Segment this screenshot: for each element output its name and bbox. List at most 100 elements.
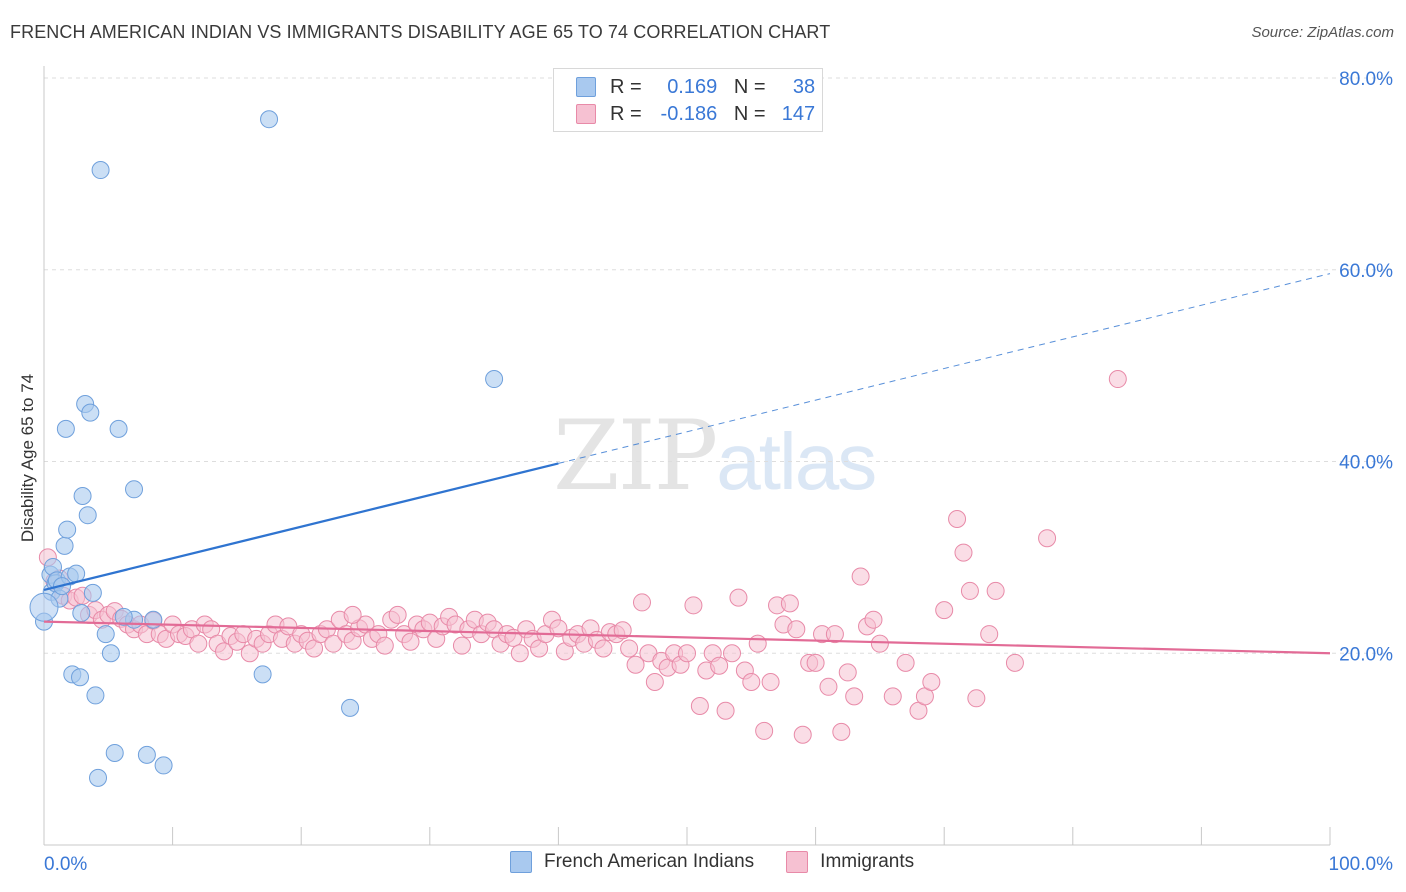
immigrants-point xyxy=(645,673,664,692)
immigrants-point xyxy=(883,687,902,706)
legend-row-french-american-indians: R = 0.169 N = 38 xyxy=(576,75,815,99)
immigrants-point xyxy=(787,620,806,639)
french-american-indians-point xyxy=(260,110,279,129)
legend-r-label: R = xyxy=(610,75,642,98)
immigrants-point xyxy=(845,687,864,706)
french-american-indians-point xyxy=(81,403,100,422)
watermark-zip: ZIP xyxy=(553,400,718,512)
grid-layer xyxy=(44,77,1394,654)
y-tick-label: 20.0% xyxy=(1339,644,1393,665)
legend-swatch-blue xyxy=(510,851,532,873)
immigrants-point xyxy=(742,673,761,692)
legend-n-value: 147 xyxy=(781,102,816,125)
legend-label: French American Indians xyxy=(544,851,755,872)
immigrants-point xyxy=(729,588,748,607)
immigrants-point xyxy=(723,644,742,663)
immigrants-point xyxy=(864,610,883,629)
french-american-indians-point xyxy=(253,665,272,684)
french-american-indians-point xyxy=(105,743,124,762)
french-american-indians-point xyxy=(56,419,75,438)
french-american-indians-point xyxy=(29,592,59,622)
immigrants-point xyxy=(620,639,639,658)
y-tick-label: 80.0% xyxy=(1339,69,1393,90)
trend-lines xyxy=(43,273,1331,655)
french-american-indians-point xyxy=(89,768,108,787)
french-american-indians-point xyxy=(125,480,144,499)
immigrants-point xyxy=(678,644,696,663)
immigrants-point xyxy=(825,625,844,644)
immigrants-point xyxy=(510,644,529,663)
immigrants-point xyxy=(594,639,613,658)
french-american-indians-point xyxy=(341,698,360,717)
immigrants-point xyxy=(793,725,812,744)
french-american-indians-point xyxy=(72,603,91,622)
immigrants-point xyxy=(716,701,735,720)
immigrants-point xyxy=(870,634,889,653)
immigrants-point xyxy=(1005,653,1024,672)
immigrants-point xyxy=(980,625,999,644)
french-american-indians-point xyxy=(109,419,128,438)
immigrants-points xyxy=(38,370,1127,744)
immigrants-point xyxy=(780,594,799,613)
chart-title: FRENCH AMERICAN INDIAN VS IMMIGRANTS DIS… xyxy=(10,22,831,42)
immigrants-point xyxy=(215,642,234,661)
watermark: ZIPatlas xyxy=(553,400,877,512)
legend-row-immigrants: R = -0.186 N = 147 xyxy=(576,102,815,126)
french-american-indians-point xyxy=(78,506,97,525)
immigrants-point xyxy=(710,656,729,675)
immigrants-point xyxy=(806,653,825,672)
legend-item-immigrants: Immigrants xyxy=(786,851,914,873)
legend-item-french-american-indians: French American Indians xyxy=(510,851,754,873)
immigrants-point xyxy=(832,722,851,741)
french-american-indians-trend-extension xyxy=(558,273,1331,464)
immigrants-point xyxy=(948,510,967,529)
y-axis-title: Disability Age 65 to 74 xyxy=(18,373,37,543)
immigrants-point xyxy=(375,636,394,655)
immigrants-point xyxy=(819,677,838,696)
immigrants-point xyxy=(748,634,767,653)
immigrants-point xyxy=(388,605,407,624)
immigrants-point xyxy=(935,601,954,620)
legend-n-label: N = xyxy=(733,102,766,125)
french-american-indians-trend-line xyxy=(43,462,559,592)
french-american-indians-point xyxy=(58,520,77,539)
legend-label: Immigrants xyxy=(820,851,915,872)
immigrants-point xyxy=(851,567,870,586)
legend-swatch-blue xyxy=(576,77,596,97)
immigrants-point xyxy=(401,632,420,651)
legend-r-value: -0.186 xyxy=(660,102,718,125)
immigrants-point xyxy=(761,673,780,692)
immigrants-point xyxy=(1038,529,1057,548)
immigrants-point xyxy=(967,689,986,708)
immigrants-point xyxy=(684,596,703,615)
legend-swatch-pink xyxy=(576,104,596,124)
x-tick-label: 0.0% xyxy=(44,854,87,875)
immigrants-trend-line xyxy=(43,620,1331,655)
french-american-indians-point xyxy=(71,668,90,687)
french-american-indians-point xyxy=(485,370,504,389)
legend-n-label: N = xyxy=(733,75,766,98)
french-american-indians-point xyxy=(114,607,133,626)
immigrants-point xyxy=(324,634,343,653)
immigrants-point xyxy=(954,543,973,562)
x-tick-label: 100.0% xyxy=(1329,854,1394,875)
series-legend: French American Indians Immigrants xyxy=(510,851,946,873)
source-label: Source: ZipAtlas.com xyxy=(1251,24,1394,41)
immigrants-point xyxy=(632,593,651,612)
french-american-indians-point xyxy=(144,610,163,629)
immigrants-point xyxy=(626,655,645,674)
immigrants-point xyxy=(343,605,362,624)
immigrants-point xyxy=(838,663,857,682)
french-american-indians-points xyxy=(29,110,504,787)
french-american-indians-point xyxy=(154,756,173,775)
immigrants-point xyxy=(549,619,568,638)
immigrants-point xyxy=(960,581,979,600)
immigrants-point xyxy=(755,721,774,740)
legend-n-value: 38 xyxy=(792,75,816,98)
french-american-indians-point xyxy=(91,161,110,180)
y-tick-label: 60.0% xyxy=(1339,261,1393,282)
french-american-indians-point xyxy=(83,583,102,602)
immigrants-point xyxy=(1108,370,1127,389)
french-american-indians-point xyxy=(86,686,105,705)
